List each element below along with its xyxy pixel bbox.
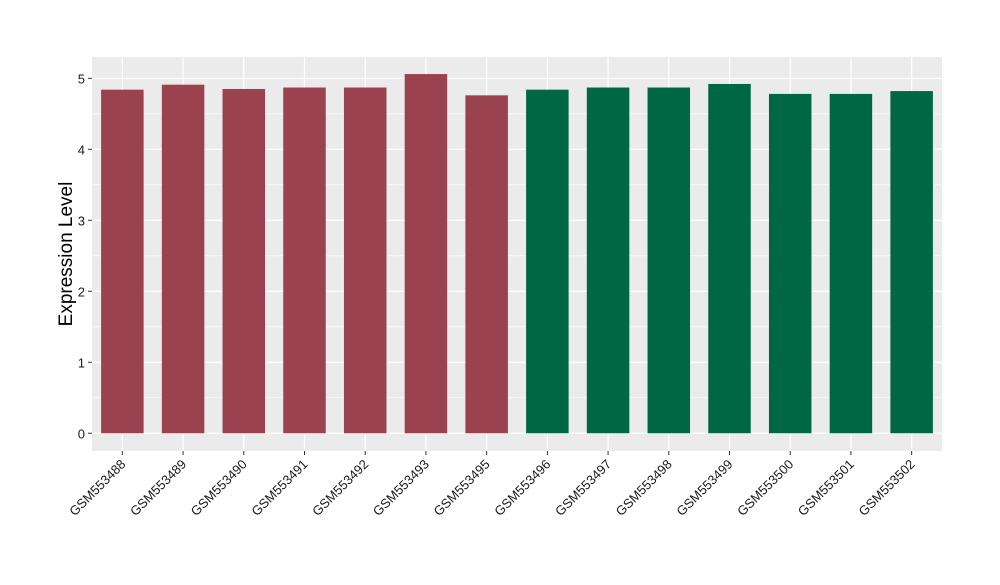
bar-GSM553499: [708, 83, 751, 434]
bar-GSM553496: [526, 89, 569, 434]
bar-GSM553492: [343, 87, 387, 434]
bar-GSM553501: [829, 93, 873, 434]
bar-GSM553500: [768, 93, 812, 434]
bar-GSM553498: [647, 87, 691, 434]
x-tick-label: GSM553493: [370, 457, 432, 519]
x-tick-label: GSM553489: [127, 457, 189, 519]
bar-GSM553493: [404, 74, 448, 434]
bar-GSM553491: [283, 87, 326, 434]
x-tick-label: GSM553492: [309, 457, 371, 519]
x-tick-label: GSM553490: [188, 457, 250, 519]
bar-GSM553488: [101, 89, 144, 434]
x-tick-label: GSM553499: [673, 457, 735, 519]
plot-panel: [92, 57, 942, 451]
x-tick-label: GSM553500: [734, 457, 796, 519]
y-tick-label: 0: [78, 426, 85, 441]
y-tick-label: 4: [78, 142, 85, 157]
bar-GSM553489: [161, 84, 205, 434]
bar-GSM553490: [222, 88, 266, 434]
y-tick-label: 3: [78, 213, 85, 228]
x-axis: GSM553488GSM553489GSM553490GSM553491GSM5…: [66, 451, 918, 519]
x-tick-label: GSM553498: [613, 457, 675, 519]
x-tick-label: GSM553491: [248, 457, 310, 519]
x-tick-label: GSM553501: [795, 457, 857, 519]
x-tick-label: GSM553497: [552, 457, 614, 519]
y-axis-label: Expression Level: [56, 182, 77, 327]
x-tick-label: GSM553495: [431, 457, 493, 519]
x-tick-label: GSM553488: [66, 457, 128, 519]
x-tick-label: GSM553496: [491, 457, 553, 519]
bar-GSM553502: [890, 91, 933, 434]
y-tick-label: 1: [78, 355, 85, 370]
y-axis: 0 1 2 3 4 5: [78, 71, 92, 441]
bar-GSM553497: [586, 87, 630, 434]
x-tick-label: GSM553502: [856, 457, 918, 519]
y-tick-label: 5: [78, 71, 85, 86]
bar-GSM553495: [465, 95, 508, 434]
bars: [101, 74, 933, 434]
y-tick-label: 2: [78, 284, 85, 299]
